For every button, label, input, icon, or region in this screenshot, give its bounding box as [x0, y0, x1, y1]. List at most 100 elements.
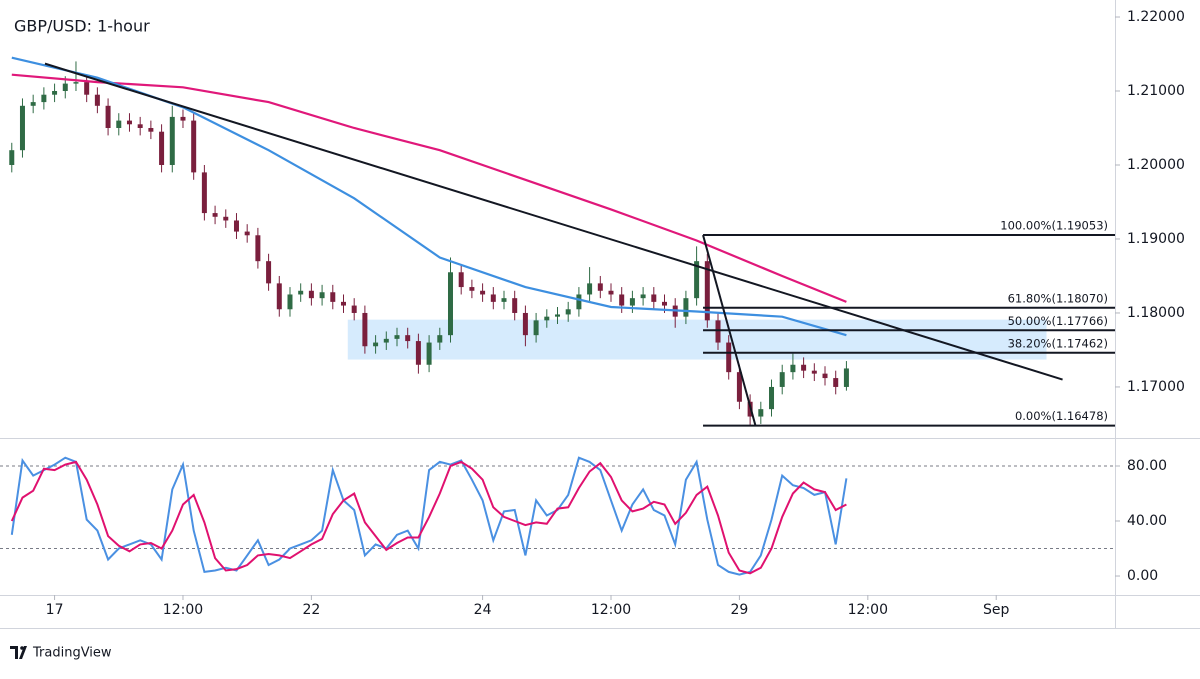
candle-body [19, 105, 25, 151]
stochastic-line [10, 460, 847, 575]
stochastic-panel [0, 456, 1115, 576]
candle-body [233, 220, 239, 232]
x-tick-label: 12:00 [848, 602, 888, 618]
y-tick-label: 1.18000 [1127, 305, 1185, 321]
candle-body [843, 368, 849, 387]
candle-body [169, 116, 175, 165]
x-tick-label: 29 [730, 602, 748, 618]
fib-label: 61.80%(1.18070) [1008, 291, 1108, 305]
candle-body [298, 290, 304, 295]
candle-body [319, 292, 325, 299]
candle-body [394, 335, 400, 339]
x-tick-label: 12:00 [163, 602, 203, 618]
moving-average [11, 73, 847, 303]
fib-label: 50.00%(1.17766) [1008, 314, 1108, 328]
chart-title: GBP/USD: 1-hour [14, 17, 150, 36]
candle-body [480, 290, 486, 295]
candle-body [223, 216, 229, 221]
candle-body [41, 94, 47, 103]
candle-body [84, 82, 90, 95]
candle-body [447, 272, 453, 336]
y-tick-label: 0.00 [1127, 568, 1158, 584]
candle-body [811, 370, 817, 374]
candle-body [159, 131, 165, 165]
stochastic-line [10, 456, 848, 576]
candle-body [458, 272, 464, 288]
candle-body [116, 120, 122, 128]
candle-body [769, 386, 775, 410]
x-tick-label: 24 [474, 602, 492, 618]
candle-body [619, 294, 625, 306]
candle-body [801, 364, 807, 371]
candle-body [405, 335, 411, 342]
candle-body [736, 372, 742, 402]
candle-body [833, 378, 839, 387]
candle-body [137, 124, 143, 128]
candle-body [704, 261, 710, 321]
candle-body [180, 116, 186, 121]
candle-body [330, 292, 336, 302]
candle-body [726, 342, 732, 373]
candle-body [201, 172, 207, 214]
candle-body [52, 91, 58, 95]
candle-body [148, 127, 154, 132]
trendline [44, 62, 1063, 381]
brand-name: TradingView [32, 646, 112, 661]
candle-body [415, 341, 421, 365]
candle-body [640, 294, 646, 299]
y-tick-label: 1.19000 [1127, 231, 1185, 247]
fib-label: 38.20%(1.17462) [1008, 336, 1108, 350]
candle-body [533, 320, 539, 336]
price-panel: 100.00%(1.19053) 61.80%(1.18070) 50.00%(1.… [9, 56, 1115, 427]
y-tick-label: 40.00 [1127, 513, 1167, 529]
candle-body [287, 294, 293, 310]
candle-body [587, 283, 593, 295]
fib-label: 100.00%(1.19053) [1000, 219, 1108, 233]
candle-body [779, 372, 785, 387]
x-tick-label: 17 [46, 602, 64, 618]
candle-body [9, 150, 15, 165]
candle-body [212, 213, 218, 217]
candle-body [94, 94, 100, 106]
candle-body [73, 82, 79, 84]
candle-body [490, 294, 496, 302]
candle-body [501, 298, 507, 302]
x-tick-label: 22 [302, 602, 320, 618]
candle-body [373, 342, 379, 347]
x-tick-label: Sep [983, 602, 1010, 618]
candle-body [565, 309, 571, 315]
candle-body [351, 305, 357, 313]
y-tick-label: 1.21000 [1127, 83, 1185, 99]
candle-body [608, 290, 614, 295]
candle-body [715, 320, 721, 343]
candle-body [790, 364, 796, 373]
candle-body [522, 312, 528, 336]
candle-body [555, 314, 560, 317]
candle-body [512, 298, 518, 313]
candle-body [30, 102, 36, 106]
candle-body [191, 120, 197, 173]
fib-label: 0.00%(1.16478) [1015, 409, 1108, 423]
candle-body [362, 312, 368, 347]
candle-body [822, 373, 828, 379]
brand-icon-dot [20, 646, 24, 650]
candle-body [126, 120, 132, 125]
candle-body [683, 298, 689, 317]
candle-body [105, 105, 111, 128]
y-tick-label: 1.17000 [1127, 379, 1185, 395]
candle-body [340, 301, 346, 306]
candle-body [651, 294, 657, 302]
candle-body [597, 283, 603, 291]
candle-body [629, 298, 635, 306]
candle-body [255, 235, 261, 262]
candle-body [266, 261, 272, 284]
brand-logo: TradingView [10, 646, 112, 661]
candle-body [662, 301, 668, 306]
y-tick-label: 1.22000 [1127, 9, 1185, 25]
candle-body [694, 261, 700, 299]
x-tick-label: 12:00 [591, 602, 631, 618]
candle-body [758, 409, 764, 417]
candle-body [383, 338, 389, 343]
